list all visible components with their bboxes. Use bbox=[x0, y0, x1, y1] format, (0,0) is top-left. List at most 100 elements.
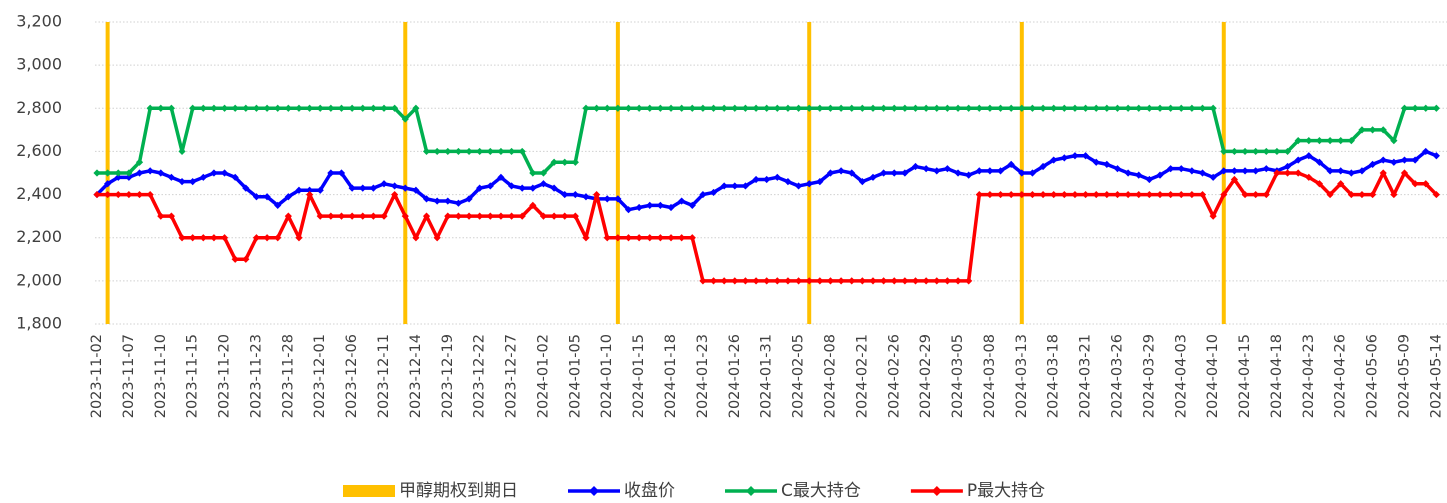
marker bbox=[816, 104, 824, 112]
marker bbox=[1050, 104, 1058, 112]
marker bbox=[1103, 160, 1111, 168]
marker bbox=[561, 158, 569, 166]
marker bbox=[1071, 104, 1079, 112]
x-tick-label: 2023-12-11 bbox=[376, 334, 392, 418]
x-tick-label: 2024-01-23 bbox=[695, 334, 711, 418]
marker bbox=[678, 104, 686, 112]
marker bbox=[1113, 165, 1122, 173]
marker bbox=[826, 277, 835, 285]
marker bbox=[146, 167, 154, 175]
marker bbox=[263, 193, 271, 201]
marker bbox=[1028, 104, 1037, 112]
marker bbox=[465, 212, 473, 220]
x-tick-label: 2023-11-07 bbox=[121, 334, 137, 418]
marker bbox=[518, 212, 526, 220]
marker bbox=[93, 169, 101, 177]
marker bbox=[412, 234, 420, 242]
marker bbox=[975, 104, 983, 112]
x-tick-label: 2023-12-14 bbox=[408, 334, 424, 418]
marker bbox=[688, 104, 696, 112]
x-tick-label: 2024-01-02 bbox=[535, 334, 551, 418]
marker bbox=[1252, 167, 1260, 175]
marker bbox=[422, 147, 431, 156]
marker bbox=[1411, 156, 1419, 164]
marker bbox=[603, 104, 611, 112]
y-tick-label: 3,000 bbox=[16, 55, 62, 74]
marker bbox=[614, 195, 622, 203]
marker bbox=[1262, 190, 1270, 199]
x-tick-label: 2023-11-15 bbox=[185, 334, 201, 418]
marker bbox=[943, 165, 951, 173]
marker bbox=[996, 167, 1005, 175]
marker bbox=[1369, 160, 1377, 168]
marker bbox=[571, 158, 579, 166]
marker bbox=[135, 190, 144, 199]
bar bbox=[403, 22, 408, 324]
marker bbox=[104, 180, 112, 188]
marker bbox=[1411, 104, 1419, 112]
marker bbox=[1167, 104, 1175, 112]
marker bbox=[731, 182, 739, 190]
marker bbox=[316, 186, 324, 194]
marker bbox=[1422, 104, 1430, 112]
marker bbox=[571, 190, 579, 199]
marker bbox=[794, 277, 803, 285]
marker bbox=[210, 234, 218, 242]
marker bbox=[763, 104, 771, 112]
marker bbox=[167, 173, 176, 181]
marker bbox=[943, 104, 951, 112]
marker bbox=[965, 104, 973, 112]
marker bbox=[1188, 104, 1196, 112]
marker bbox=[1039, 162, 1047, 171]
marker bbox=[146, 190, 154, 199]
marker bbox=[220, 169, 229, 177]
marker bbox=[954, 277, 962, 285]
y-tick-label: 2,800 bbox=[16, 98, 62, 117]
marker bbox=[157, 212, 165, 220]
marker bbox=[465, 195, 473, 203]
marker bbox=[199, 173, 207, 181]
legend-marker bbox=[589, 486, 599, 496]
x-tick-label: 2024-04-10 bbox=[1205, 334, 1221, 418]
marker bbox=[901, 277, 909, 285]
marker bbox=[1305, 173, 1313, 181]
x-tick-label: 2024-03-18 bbox=[1046, 334, 1062, 418]
marker bbox=[1145, 104, 1153, 112]
marker bbox=[189, 178, 197, 186]
marker bbox=[1103, 104, 1111, 112]
marker bbox=[582, 193, 590, 201]
marker bbox=[1081, 190, 1090, 199]
marker bbox=[210, 169, 218, 177]
marker bbox=[242, 255, 250, 263]
marker bbox=[135, 158, 144, 166]
marker bbox=[135, 169, 144, 177]
marker bbox=[1060, 154, 1068, 162]
marker bbox=[1252, 147, 1260, 156]
x-tick-label: 2024-01-31 bbox=[759, 334, 775, 418]
marker bbox=[507, 182, 516, 190]
marker bbox=[1400, 169, 1409, 177]
x-tick-label: 2024-01-05 bbox=[567, 334, 583, 418]
marker bbox=[1379, 169, 1387, 177]
marker bbox=[1209, 104, 1217, 112]
y-tick-label: 2,200 bbox=[16, 227, 62, 246]
marker bbox=[731, 104, 739, 112]
marker bbox=[539, 212, 548, 220]
marker bbox=[965, 171, 973, 179]
marker bbox=[380, 104, 388, 112]
x-tick-label: 2024-03-26 bbox=[1109, 334, 1125, 418]
x-tick-label: 2024-04-15 bbox=[1237, 334, 1253, 418]
marker bbox=[401, 212, 409, 220]
x-tick-label: 2024-03-08 bbox=[982, 334, 998, 418]
marker bbox=[1262, 147, 1270, 156]
marker bbox=[1369, 190, 1377, 199]
marker bbox=[114, 173, 122, 181]
marker bbox=[327, 169, 335, 177]
marker bbox=[433, 197, 441, 205]
marker bbox=[656, 234, 664, 242]
marker bbox=[901, 104, 909, 112]
x-tick-label: 2024-04-03 bbox=[1173, 334, 1189, 418]
marker bbox=[1145, 190, 1153, 199]
marker bbox=[1092, 158, 1100, 166]
marker bbox=[1113, 190, 1122, 199]
